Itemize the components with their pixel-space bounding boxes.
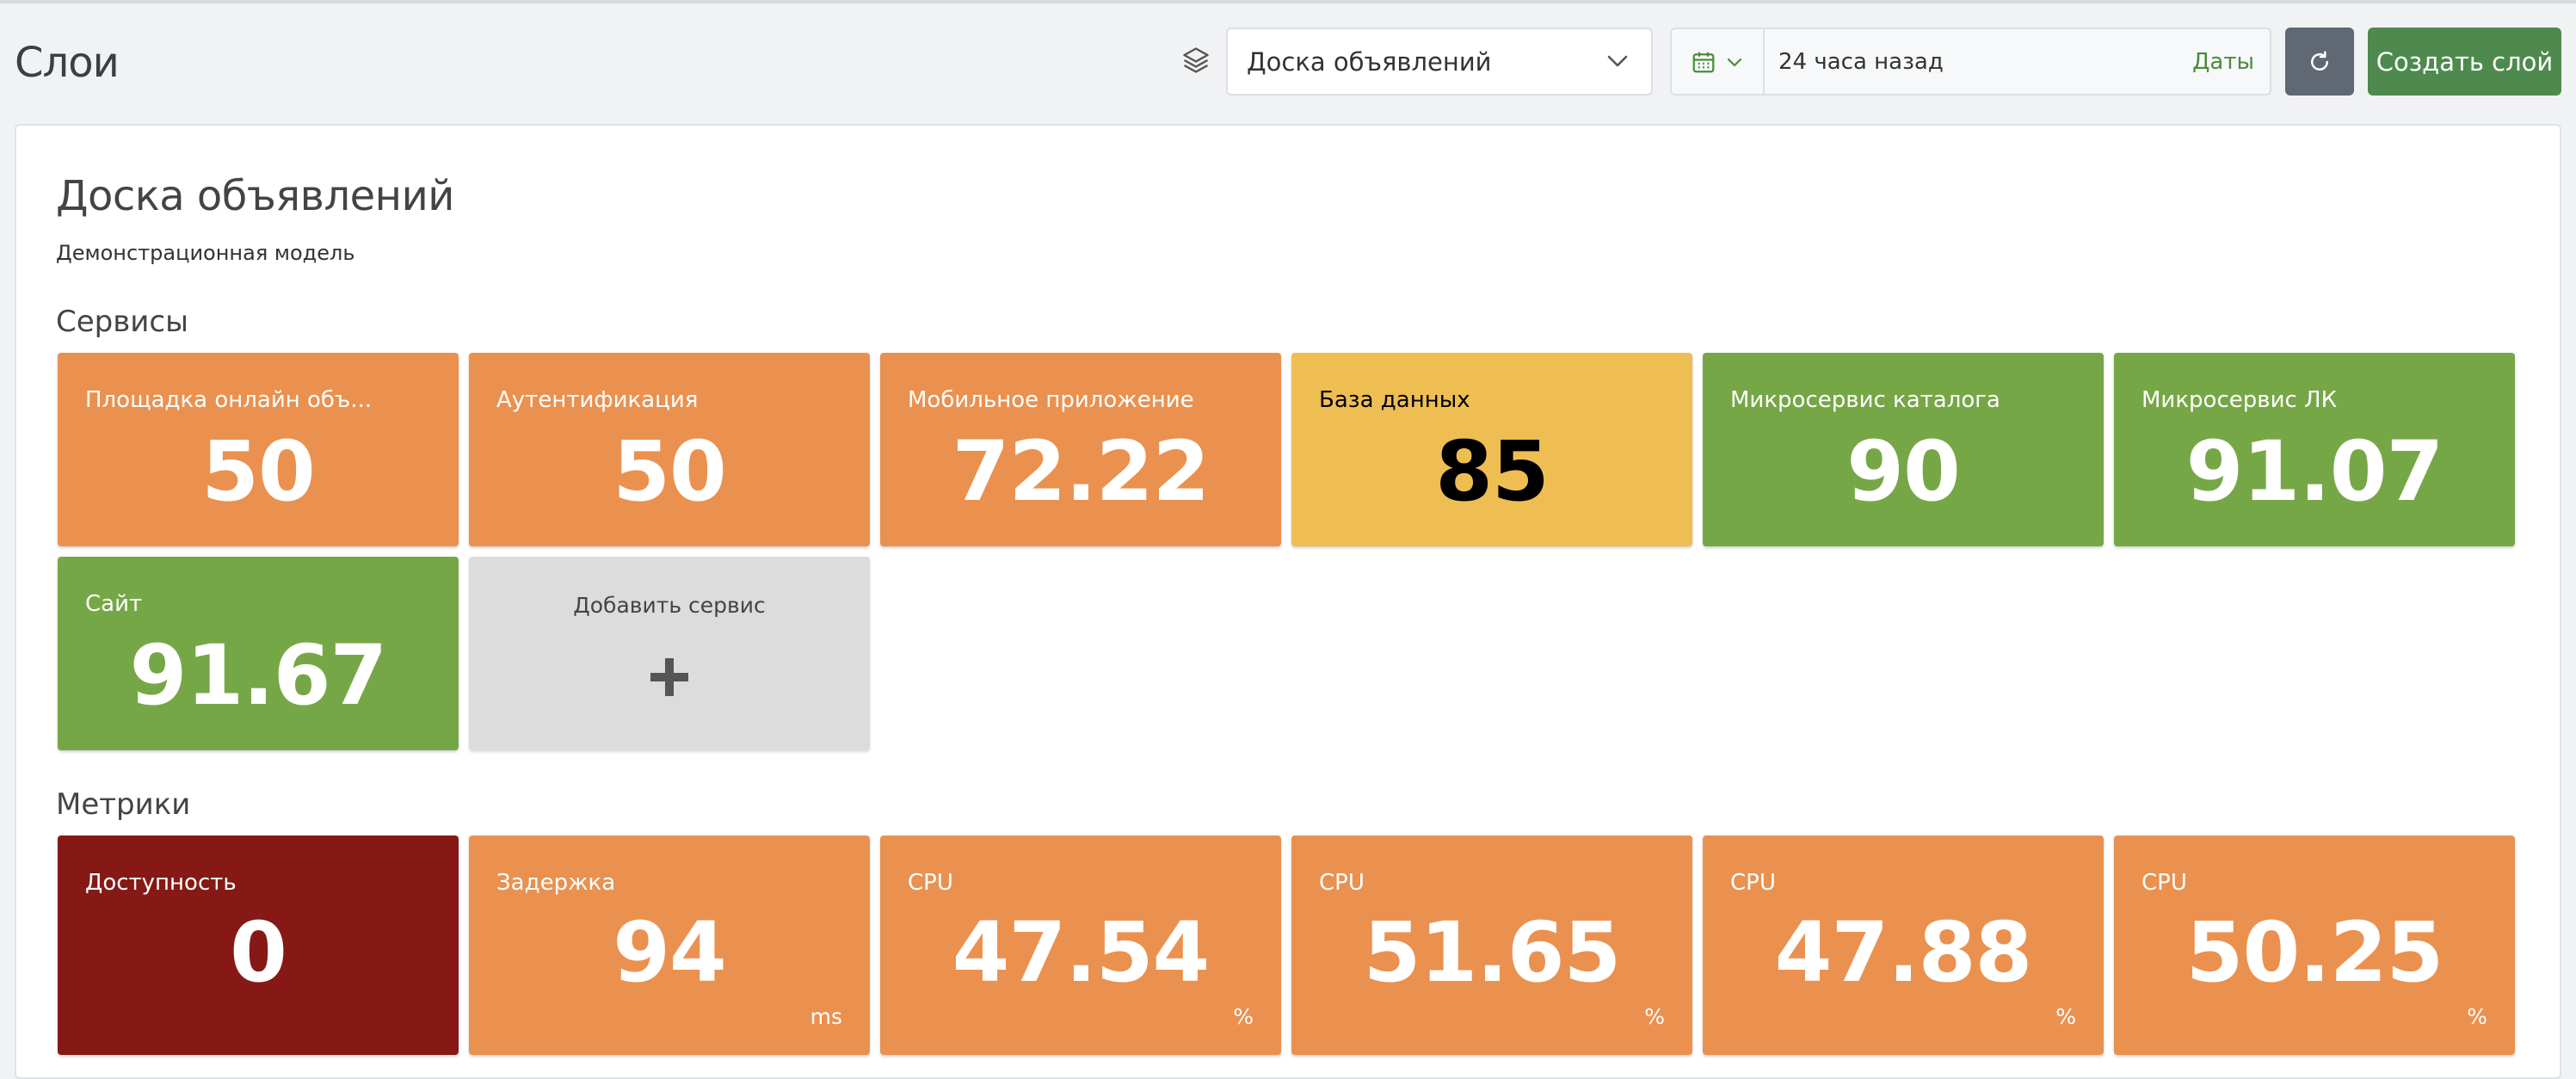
service-score: 72.22 — [952, 423, 1211, 520]
metric-name: Задержка — [496, 870, 616, 896]
add-service-button[interactable]: Добавить сервис — [469, 557, 870, 750]
metric-tile[interactable]: CPU 50.25 % — [2114, 835, 2515, 1055]
create-layer-button[interactable]: Создать слой — [2368, 28, 2561, 96]
services-section-title: Сервисы — [56, 305, 188, 339]
metric-unit: % — [2055, 1004, 2076, 1029]
add-service-label: Добавить сервис — [573, 593, 766, 618]
metric-tile[interactable]: Доступность 0 — [58, 835, 459, 1055]
service-tile[interactable]: База данных 85 — [1291, 353, 1692, 546]
service-tile[interactable]: Микросервис каталога 90 — [1703, 353, 2104, 546]
metric-tile[interactable]: CPU 47.88 % — [1703, 835, 2104, 1055]
service-name: Аутентификация — [496, 387, 699, 413]
metric-name: CPU — [1319, 870, 1365, 896]
metric-value: 51.65 — [1363, 904, 1622, 1001]
metric-tile[interactable]: CPU 47.54 % — [880, 835, 1281, 1055]
page-title: Слои — [15, 39, 120, 87]
service-tile[interactable]: Микросервис ЛК 91.07 — [2114, 353, 2515, 546]
service-name: Микросервис ЛК — [2142, 387, 2338, 413]
service-name: Микросервис каталога — [1730, 387, 2000, 413]
service-score: 50 — [201, 423, 316, 520]
service-tile[interactable]: Мобильное приложение 72.22 — [880, 353, 1281, 546]
metric-name: CPU — [2142, 870, 2187, 896]
service-score: 91.67 — [129, 627, 388, 724]
dates-link[interactable]: Даты — [2192, 48, 2254, 75]
service-score: 90 — [1846, 423, 1961, 520]
model-subtitle: Демонстрационная модель — [56, 241, 355, 265]
metric-name: CPU — [1730, 870, 1776, 896]
metric-unit: ms — [810, 1004, 842, 1029]
plus-icon — [650, 658, 688, 696]
service-tile[interactable]: Аутентификация 50 — [469, 353, 870, 546]
date-preset-button[interactable] — [1672, 29, 1765, 94]
service-name: Мобильное приложение — [908, 387, 1194, 413]
service-name: База данных — [1319, 387, 1470, 413]
chevron-down-icon — [1607, 55, 1628, 67]
metric-unit: % — [1233, 1004, 1254, 1029]
metric-name: Доступность — [85, 870, 237, 896]
layer-select[interactable]: Доска объявлений — [1226, 28, 1653, 96]
metric-value: 47.88 — [1774, 904, 2033, 1001]
service-tile[interactable]: Площадка онлайн объ... 50 — [58, 353, 459, 546]
layer-select-value: Доска объявлений — [1247, 46, 1492, 77]
service-score: 50 — [613, 423, 727, 520]
metric-value: 94 — [613, 904, 727, 1001]
metrics-section-title: Метрики — [56, 787, 191, 822]
service-name: Площадка онлайн объ... — [85, 387, 373, 413]
metric-value: 0 — [230, 904, 287, 1001]
metric-name: CPU — [908, 870, 953, 896]
metric-tile[interactable]: Задержка 94 ms — [469, 835, 870, 1055]
refresh-icon — [2311, 51, 2328, 71]
chevron-down-icon — [1727, 58, 1742, 66]
metric-tile[interactable]: CPU 51.65 % — [1291, 835, 1692, 1055]
metric-value: 47.54 — [952, 904, 1211, 1001]
model-title: Доска объявлений — [56, 172, 454, 220]
service-score: 91.07 — [2185, 423, 2444, 520]
metric-value: 50.25 — [2185, 904, 2444, 1001]
layers-icon — [1183, 47, 1209, 73]
refresh-button[interactable] — [2285, 28, 2354, 96]
service-tile[interactable]: Сайт 91.67 — [58, 557, 459, 750]
metric-unit: % — [1644, 1004, 1665, 1029]
service-name: Сайт — [85, 591, 143, 617]
date-range-input[interactable]: 24 часа назад — [1778, 48, 1944, 75]
top-border — [0, 0, 2576, 3]
date-range-picker: 24 часа назад Даты — [1670, 28, 2271, 96]
calendar-icon — [1692, 52, 1715, 72]
service-score: 85 — [1435, 423, 1550, 520]
metric-unit: % — [2467, 1004, 2487, 1029]
